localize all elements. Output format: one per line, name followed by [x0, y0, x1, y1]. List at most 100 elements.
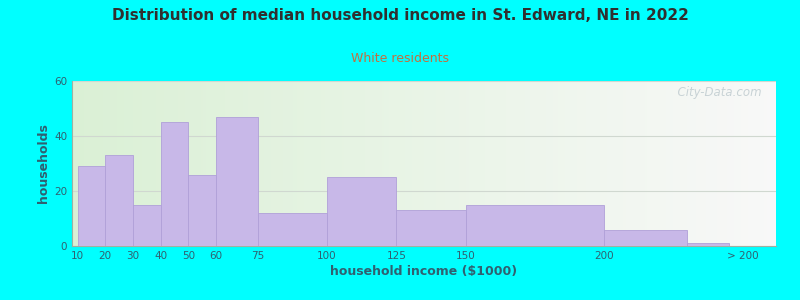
Bar — [198, 81, 202, 246]
Bar — [349, 81, 352, 246]
Bar — [635, 81, 638, 246]
Bar — [769, 81, 772, 246]
Bar — [281, 81, 284, 246]
Bar — [255, 81, 258, 246]
Bar — [166, 81, 169, 246]
Bar — [474, 81, 476, 246]
Bar — [386, 81, 390, 246]
Bar — [494, 81, 498, 246]
Bar — [680, 81, 683, 246]
Bar — [663, 81, 666, 246]
Bar — [406, 81, 408, 246]
Bar — [429, 81, 432, 246]
Bar — [706, 81, 709, 246]
Bar — [490, 81, 493, 246]
Bar — [218, 81, 221, 246]
Bar — [366, 81, 368, 246]
Bar — [595, 81, 598, 246]
Bar — [666, 81, 669, 246]
Bar — [509, 81, 511, 246]
Bar — [687, 81, 690, 246]
Bar — [128, 81, 131, 246]
Bar — [225, 81, 227, 246]
Bar — [306, 81, 310, 246]
Bar — [269, 81, 272, 246]
Bar — [506, 81, 509, 246]
Bar — [464, 81, 467, 246]
Bar — [124, 81, 126, 246]
Bar — [703, 81, 706, 246]
Bar — [689, 81, 692, 246]
Bar — [626, 81, 629, 246]
Bar — [89, 81, 91, 246]
Bar — [522, 81, 526, 246]
Bar — [230, 81, 232, 246]
Bar — [145, 81, 148, 246]
Bar — [530, 81, 533, 246]
Bar — [107, 81, 110, 246]
Bar — [98, 81, 101, 246]
Bar — [579, 81, 582, 246]
Bar — [766, 81, 770, 246]
Bar — [119, 81, 122, 246]
Bar — [321, 81, 324, 246]
Bar — [300, 81, 302, 246]
Bar — [328, 81, 331, 246]
Bar — [150, 81, 153, 246]
Bar — [126, 81, 129, 246]
Bar — [452, 81, 455, 246]
Bar — [316, 81, 319, 246]
Bar — [361, 81, 364, 246]
Bar — [243, 81, 246, 246]
Bar — [577, 81, 579, 246]
Bar — [652, 81, 654, 246]
Bar — [743, 81, 746, 246]
Y-axis label: households: households — [37, 124, 50, 203]
Bar — [152, 81, 155, 246]
Bar — [574, 81, 578, 246]
Bar — [499, 81, 502, 246]
Bar — [638, 81, 641, 246]
Bar — [318, 81, 322, 246]
Bar — [227, 81, 230, 246]
Bar — [122, 81, 124, 246]
Bar — [208, 81, 211, 246]
Bar — [724, 81, 727, 246]
Bar — [431, 81, 434, 246]
Bar — [682, 81, 685, 246]
Bar — [382, 81, 385, 246]
Bar — [759, 81, 762, 246]
Bar — [442, 81, 446, 246]
Bar — [396, 210, 466, 246]
Bar — [258, 81, 261, 246]
Bar — [78, 166, 106, 246]
Bar — [72, 81, 75, 246]
Bar — [173, 81, 176, 246]
Bar — [412, 81, 415, 246]
Bar — [424, 81, 427, 246]
Bar — [774, 81, 777, 246]
Bar — [567, 81, 570, 246]
Bar — [175, 81, 178, 246]
Bar — [560, 81, 563, 246]
Bar — [260, 81, 262, 246]
Bar — [250, 81, 254, 246]
Bar — [394, 81, 397, 246]
Bar — [363, 81, 366, 246]
Bar — [623, 81, 626, 246]
Bar — [553, 81, 556, 246]
Bar — [504, 81, 507, 246]
Bar — [414, 81, 418, 246]
Bar — [74, 81, 78, 246]
Bar — [450, 81, 453, 246]
Bar — [77, 81, 80, 246]
Bar — [234, 81, 237, 246]
Bar — [758, 81, 760, 246]
Bar — [701, 81, 704, 246]
Bar — [482, 81, 486, 246]
Bar — [658, 81, 662, 246]
Bar — [590, 81, 594, 246]
Bar — [738, 81, 742, 246]
Bar — [720, 81, 722, 246]
Bar — [593, 81, 596, 246]
